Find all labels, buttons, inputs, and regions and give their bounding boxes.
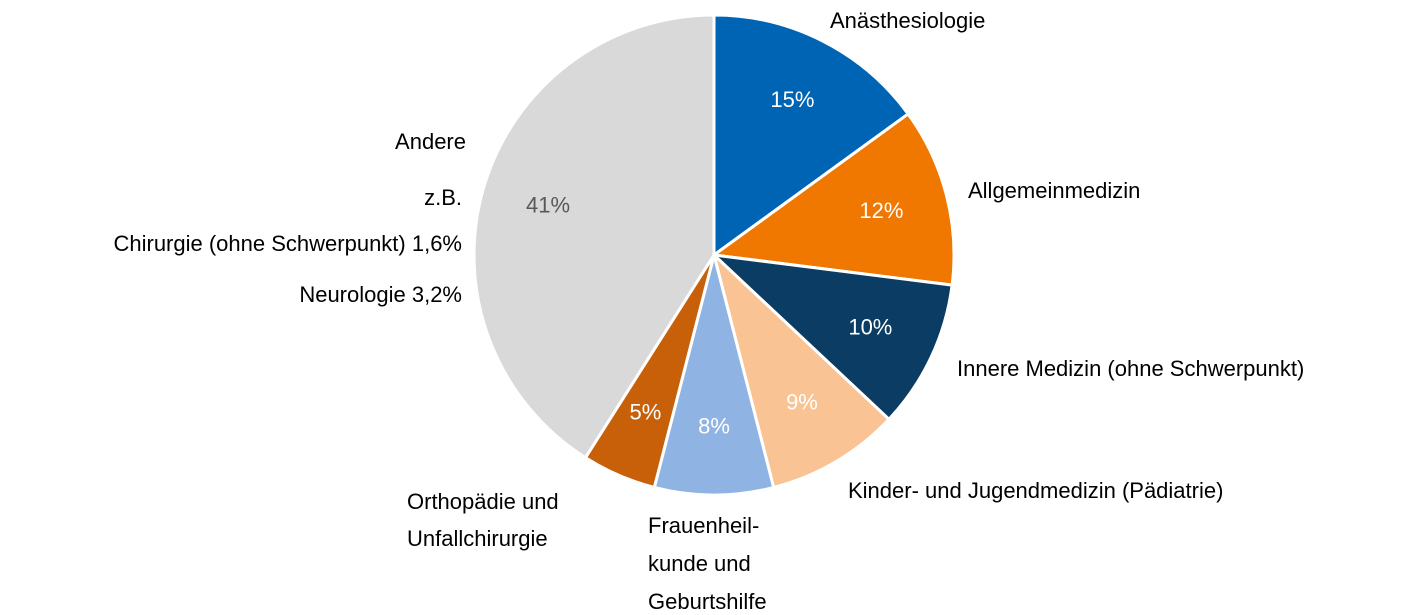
pie-slice xyxy=(710,111,956,287)
value-label: 10% xyxy=(848,314,892,339)
pie-slice xyxy=(472,13,716,460)
category-label: Frauenheil-kunde und Geburtshilfe xyxy=(648,513,767,614)
pie-slice xyxy=(712,13,911,258)
value-label: 5% xyxy=(629,399,661,424)
value-label: 12% xyxy=(859,198,903,223)
category-label: Innere Medizin (ohne Schwerpunkt) xyxy=(957,356,1304,381)
category-label: Kinder- und Jugendmedizin (Pädiatrie) xyxy=(848,478,1223,503)
value-label: 15% xyxy=(770,87,814,112)
category-label: Andere xyxy=(395,129,466,154)
annotation: Neurologie 3,2% xyxy=(299,282,462,307)
value-label: 9% xyxy=(786,390,818,415)
pie-slice xyxy=(709,252,954,422)
value-label: 41% xyxy=(526,193,570,218)
annotation: z.B. xyxy=(424,185,462,210)
category-label: Allgemeinmedizin xyxy=(968,178,1140,203)
pie-slice xyxy=(711,250,892,490)
value-label: 8% xyxy=(698,414,730,439)
category-label: Anästhesiologie xyxy=(830,8,985,33)
pie-slice xyxy=(652,254,776,497)
annotation: Chirurgie (ohne Schwerpunkt) 1,6% xyxy=(113,231,462,256)
category-label: Orthopädie und Unfallchirurgie xyxy=(407,489,559,551)
